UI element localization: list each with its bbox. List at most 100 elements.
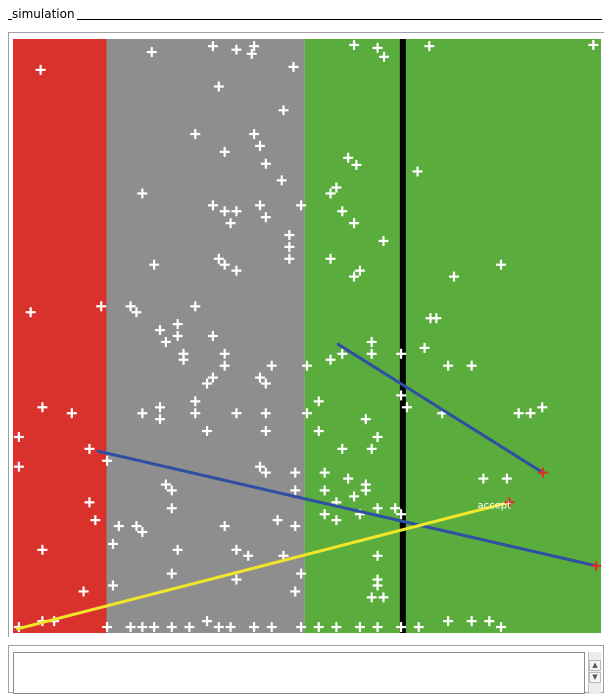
particle-marker [190, 129, 201, 140]
particle-marker [207, 331, 218, 341]
particle-marker [296, 622, 307, 633]
window-title-bar: simulation [8, 4, 602, 24]
particle-marker [219, 521, 230, 532]
particle-marker [249, 41, 260, 52]
particle-marker [501, 473, 512, 484]
accept-label: accept [478, 500, 512, 511]
particle-marker [254, 200, 265, 211]
particle-marker [349, 491, 360, 502]
particle-marker [431, 313, 442, 324]
particle-marker [588, 39, 599, 50]
particle-marker [313, 426, 324, 437]
particle-marker [107, 580, 118, 591]
window-title: simulation [12, 7, 77, 21]
particle-marker [219, 348, 230, 359]
particle-marker [246, 48, 257, 59]
particle-marker [184, 622, 195, 633]
particle-marker [424, 41, 435, 52]
particle-marker [313, 396, 324, 407]
particle-marker [331, 182, 342, 193]
particle-marker [125, 622, 136, 633]
particle-marker [290, 485, 301, 496]
particle-marker [190, 396, 201, 407]
particle-marker [160, 336, 171, 347]
particle-marker [290, 467, 301, 478]
particle-marker [466, 360, 477, 371]
particle-marker [231, 544, 242, 555]
particle-marker [90, 515, 101, 526]
particle-marker [412, 166, 423, 177]
particle-marker [396, 622, 407, 633]
output-textarea[interactable] [13, 652, 585, 694]
particle-marker [149, 259, 160, 270]
particle-marker [349, 218, 360, 229]
particle-marker [207, 200, 218, 211]
trajectory-yellow [16, 500, 511, 631]
trajectory-blue-short [336, 342, 545, 475]
output-scrollbar[interactable]: ▲ ▼ [588, 652, 601, 694]
particle-marker [260, 467, 271, 478]
particle-marker [260, 212, 271, 223]
particle-marker [149, 622, 160, 633]
particle-marker [25, 307, 36, 318]
particle-marker [102, 622, 113, 633]
particle-marker [102, 455, 113, 466]
particle-marker [396, 390, 407, 401]
particle-marker [96, 301, 107, 312]
particle-marker [302, 408, 312, 419]
simulation-canvas[interactable]: accept [8, 32, 604, 637]
title-rule [8, 19, 602, 20]
particle-marker [107, 538, 118, 549]
particle-marker [178, 354, 189, 365]
particle-marker [37, 402, 48, 413]
particle-marker [137, 527, 148, 538]
particle-marker [366, 443, 377, 454]
particle-marker [66, 408, 77, 419]
particle-marker [337, 206, 348, 217]
particle-marker [249, 622, 260, 633]
particle-marker [207, 41, 218, 52]
particle-marker [360, 414, 371, 425]
particle-marker [166, 503, 177, 514]
highlight-marker [591, 560, 602, 571]
particle-marker [337, 348, 348, 359]
particle-marker [146, 47, 157, 58]
particle-marker [202, 378, 213, 389]
particle-marker [390, 503, 401, 514]
simulation-plot[interactable]: accept [9, 33, 604, 637]
particle-marker [231, 574, 242, 585]
chevron-up-icon[interactable]: ▲ [589, 660, 601, 671]
particle-marker [296, 200, 307, 211]
chevron-down-icon[interactable]: ▼ [589, 672, 601, 683]
particle-marker [249, 129, 260, 140]
particle-marker [266, 360, 277, 371]
particle-marker [113, 521, 124, 532]
particle-marker [160, 479, 171, 490]
output-panel: ▲ ▼ [8, 645, 604, 694]
particle-marker [125, 301, 136, 312]
reject-zone [13, 39, 107, 633]
particle-marker [166, 485, 177, 496]
particle-marker [419, 342, 430, 353]
particle-marker [396, 509, 407, 520]
particle-marker [331, 622, 342, 633]
particle-marker [202, 616, 213, 627]
highlight-marker [537, 467, 548, 478]
particle-marker [302, 360, 312, 371]
particle-marker [213, 253, 224, 264]
particle-marker [313, 622, 324, 633]
particle-marker [372, 622, 383, 633]
particle-marker [366, 348, 377, 359]
particle-marker [443, 360, 454, 371]
particle-marker [254, 461, 265, 472]
particle-marker [207, 372, 218, 383]
particle-marker [254, 372, 265, 383]
particle-marker [331, 515, 342, 526]
particle-marker [378, 235, 389, 246]
particle-marker [254, 140, 265, 151]
trajectory-blue-long [96, 449, 598, 568]
particle-marker [354, 265, 365, 276]
particle-marker [137, 188, 148, 199]
particle-marker [260, 158, 271, 169]
particle-marker [84, 443, 95, 454]
